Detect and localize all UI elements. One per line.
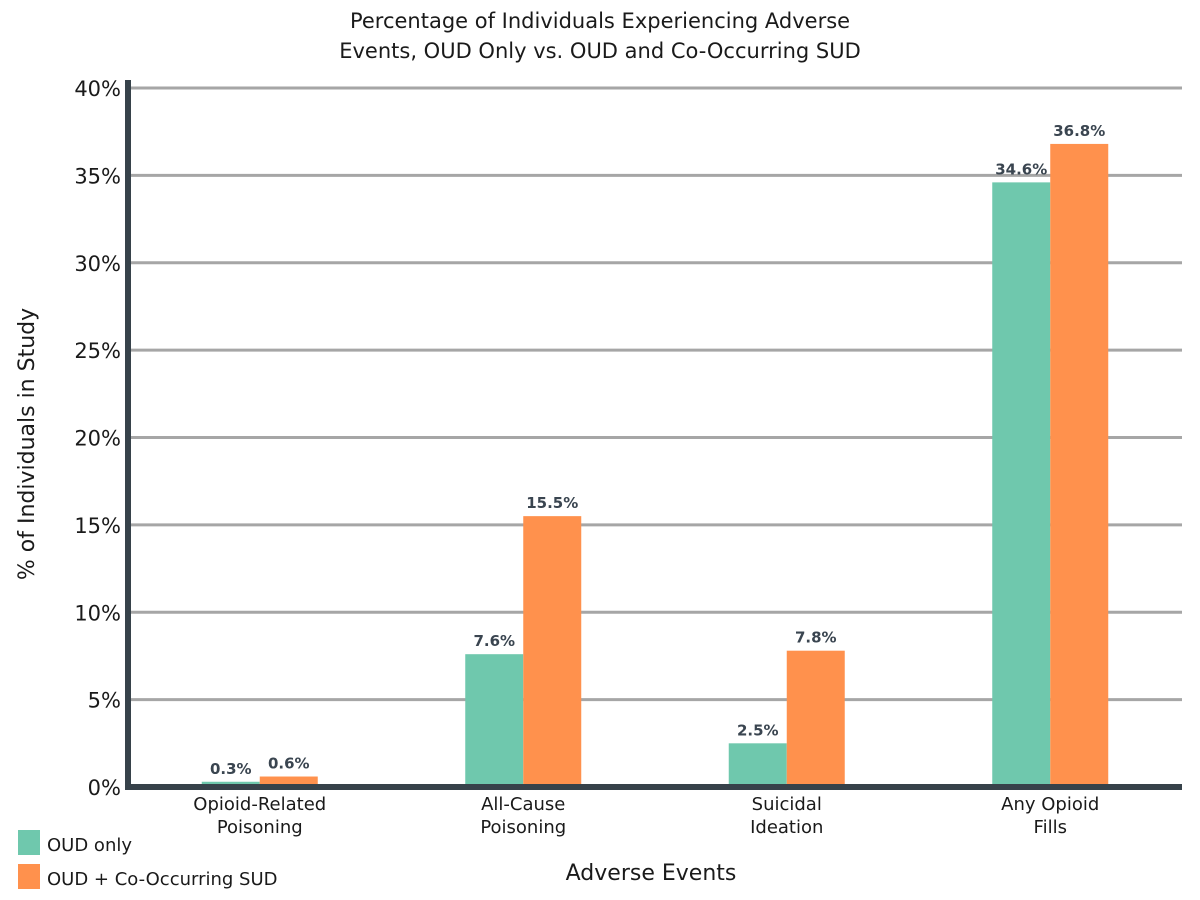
legend-swatch-oud-sud [18, 864, 40, 889]
data-label: 7.6% [473, 632, 515, 650]
y-tick-label: 0% [88, 776, 121, 800]
x-tick-label: Suicidal [752, 794, 822, 815]
data-label: 15.5% [526, 494, 578, 512]
y-tick-label: 15% [74, 514, 121, 538]
data-label: 34.6% [995, 160, 1047, 178]
y-tick-label: 30% [74, 252, 121, 276]
x-tick-label: Opioid-Related [193, 794, 326, 815]
x-tick-label: All-Cause [481, 794, 565, 815]
y-tick-label: 20% [74, 427, 121, 451]
y-tick-label: 25% [74, 339, 121, 363]
bar [728, 743, 787, 787]
data-label: 36.8% [1053, 122, 1105, 140]
x-tick-label: Ideation [750, 817, 823, 838]
data-label: 0.6% [268, 755, 310, 773]
bars [201, 143, 1109, 788]
gridlines [128, 86, 1182, 702]
bar [1050, 143, 1109, 788]
y-axis-title: % of Individuals in Study [15, 308, 40, 580]
data-labels: 0.3% 0.6% 7.6% 15.5% 2.5% 7.8% 34.6% 36.8% [210, 122, 1105, 778]
y-tick-label: 40% [74, 77, 121, 101]
data-label: 0.3% [210, 760, 252, 778]
legend: OUD only OUD + Co-Occurring SUD [18, 830, 278, 890]
data-label: 7.8% [795, 629, 837, 647]
x-axis-ticks: Opioid-RelatedPoisoningAll-CausePoisonin… [193, 794, 1099, 838]
bar [786, 650, 845, 787]
y-tick-label: 35% [74, 164, 121, 188]
data-label: 2.5% [737, 721, 779, 739]
legend-label-oud-only: OUD only [47, 835, 132, 856]
y-axis-ticks: 0% 5% 10% 15% 20% 25% 30% 35% 40% [74, 77, 121, 800]
bar [259, 776, 318, 787]
bar [523, 516, 582, 787]
chart-title-line-1: Percentage of Individuals Experiencing A… [350, 9, 850, 33]
chart-title-line-2: Events, OUD Only vs. OUD and Co-Occurrin… [339, 39, 861, 63]
axes [125, 80, 1182, 790]
x-axis-title: Adverse Events [566, 861, 737, 886]
x-tick-label: Poisoning [480, 817, 566, 838]
legend-swatch-oud-only [18, 830, 40, 855]
bar [465, 654, 524, 787]
bar [992, 182, 1051, 788]
x-tick-label: Fills [1034, 817, 1067, 838]
y-tick-label: 10% [74, 601, 121, 625]
x-tick-label: Poisoning [217, 817, 303, 838]
x-tick-label: Any Opioid [1001, 794, 1099, 815]
legend-label-oud-sud: OUD + Co-Occurring SUD [47, 869, 278, 890]
y-tick-label: 5% [88, 689, 121, 713]
